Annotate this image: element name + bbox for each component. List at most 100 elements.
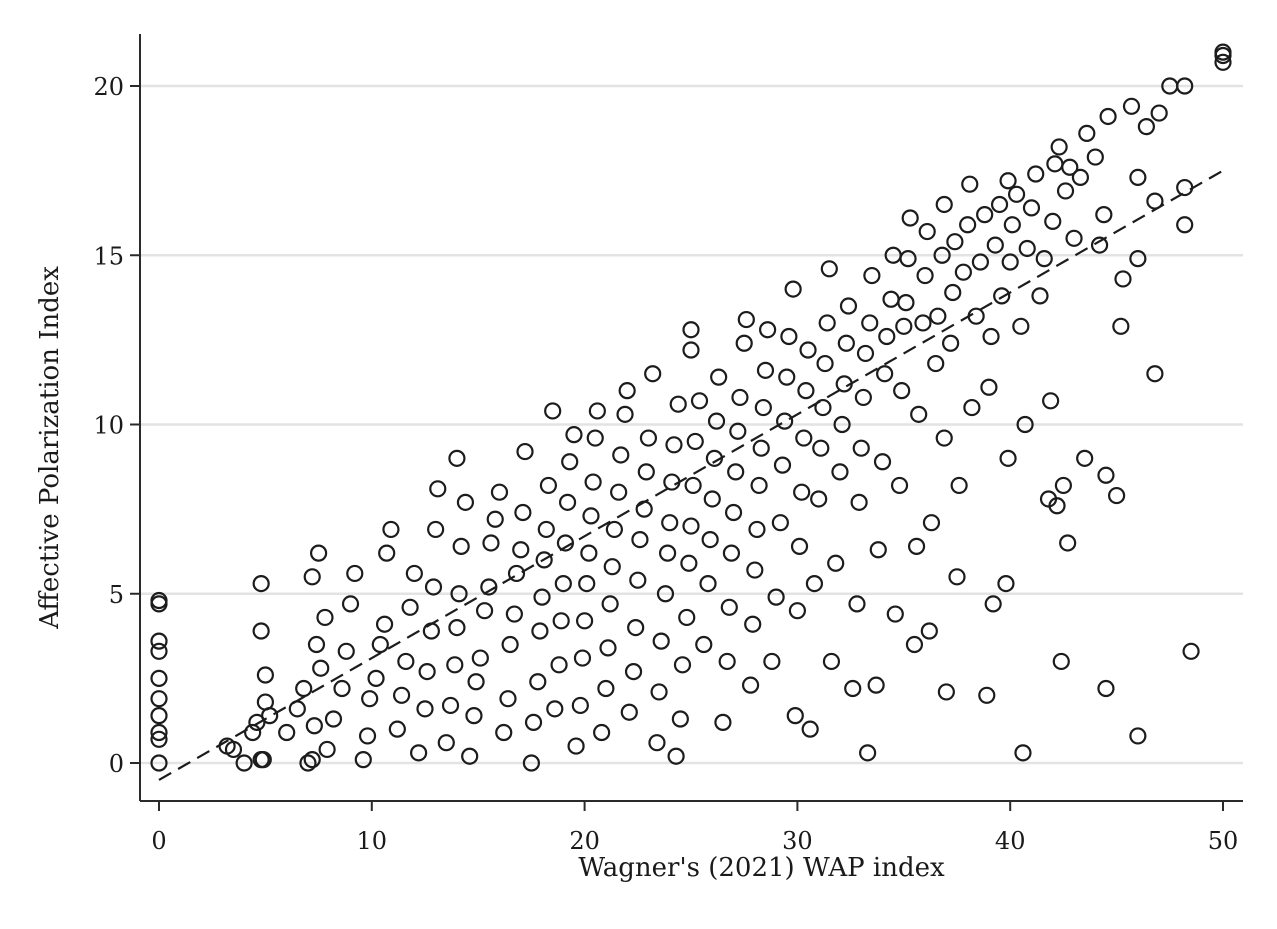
scatter-point xyxy=(388,720,406,738)
scatter-point xyxy=(605,520,623,539)
scatter-point xyxy=(516,442,534,461)
scatter-point xyxy=(937,683,955,701)
scatter-point xyxy=(616,405,634,423)
scatter-point xyxy=(427,520,445,539)
scatter-point xyxy=(835,375,853,393)
scatter-point xyxy=(1076,449,1094,467)
scatter-point xyxy=(916,266,934,285)
scatter-point xyxy=(1031,287,1049,305)
scatter-point xyxy=(735,334,753,352)
scatter-point xyxy=(588,402,606,420)
scatter-point xyxy=(1146,192,1164,210)
scatter-point xyxy=(784,280,802,298)
scatter-point xyxy=(337,642,355,660)
scatter-point xyxy=(244,723,262,742)
scatter-point xyxy=(1052,652,1070,671)
scatter-point xyxy=(1146,365,1164,383)
scatter-point xyxy=(801,720,819,738)
scatter-point xyxy=(150,707,168,725)
scatter-point xyxy=(658,544,677,562)
scatter-point xyxy=(533,588,551,606)
scatter-point xyxy=(567,737,585,755)
scatter-point xyxy=(816,354,834,373)
scatter-point xyxy=(724,503,743,522)
scatter-point xyxy=(980,378,998,396)
scatter-point xyxy=(486,510,504,528)
scatter-point xyxy=(922,514,941,532)
scatter-point xyxy=(720,598,738,616)
scatter-point xyxy=(392,686,411,704)
y-axis-title: Affective Polarization Index xyxy=(35,266,65,630)
scatter-point xyxy=(856,344,875,363)
scatter-point xyxy=(635,500,653,518)
scatter-point xyxy=(673,656,692,674)
scatter-point xyxy=(316,608,334,627)
scatter-point xyxy=(441,696,460,715)
scatter-point xyxy=(935,195,953,214)
scatter-point xyxy=(895,317,913,335)
scatter-point xyxy=(612,446,630,464)
scatter-point xyxy=(999,172,1017,190)
scatter-point xyxy=(1176,77,1194,95)
scatter-point xyxy=(684,476,702,495)
scatter-point xyxy=(405,564,423,583)
scatter-point xyxy=(418,663,436,681)
scatter-point xyxy=(788,602,807,620)
scatter-point xyxy=(599,639,617,657)
scatter-point xyxy=(695,635,713,654)
scatter-point xyxy=(905,635,924,654)
scatter-point xyxy=(620,703,638,721)
scatter-point xyxy=(1112,317,1130,335)
scatter-point xyxy=(954,263,972,281)
scatter-point xyxy=(771,514,789,532)
scatter-point xyxy=(878,327,896,346)
scatter-point xyxy=(410,744,428,762)
scatter-point xyxy=(810,490,828,508)
scatter-point xyxy=(375,615,394,633)
scatter-point xyxy=(305,717,323,735)
scatter-point xyxy=(820,260,838,278)
scatter-point xyxy=(1042,392,1060,410)
scatter-point xyxy=(1097,679,1115,698)
scatter-point xyxy=(652,632,670,650)
scatter-point xyxy=(495,723,513,742)
scatter-point xyxy=(935,429,953,447)
scatter-point xyxy=(910,405,928,423)
fit-line xyxy=(158,169,1224,781)
scatter-point xyxy=(718,652,736,671)
scatter-point xyxy=(535,551,553,569)
scatter-point xyxy=(984,595,1002,613)
scatter-point xyxy=(150,723,168,742)
scatter-point xyxy=(737,310,755,329)
scatter-point xyxy=(448,618,466,637)
scatter-point xyxy=(546,700,564,718)
x-tick-label: 10 xyxy=(357,827,388,855)
scatter-point xyxy=(873,453,892,471)
scatter-point xyxy=(475,602,494,620)
scatter-point xyxy=(863,266,881,285)
scatter-point xyxy=(631,530,649,549)
scatter-point xyxy=(150,730,168,748)
scatter-point xyxy=(671,710,689,728)
scatter-point xyxy=(918,222,936,241)
scatter-point xyxy=(780,327,798,346)
scatter-point xyxy=(656,585,675,603)
scatter-point xyxy=(848,595,866,613)
scatter-point xyxy=(961,175,979,193)
scatter-point xyxy=(722,544,741,562)
scatter-point xyxy=(665,436,683,454)
scatter-point xyxy=(776,412,794,430)
scatter-point xyxy=(897,294,915,312)
scatter-point xyxy=(490,483,509,501)
scatter-point xyxy=(1086,148,1104,166)
scatter-point xyxy=(682,341,700,359)
scatter-point xyxy=(1099,107,1117,126)
scatter-point xyxy=(669,395,687,413)
scatter-point xyxy=(893,382,911,400)
scatter-point xyxy=(544,402,562,420)
scatter-point xyxy=(252,574,270,593)
scatter-point xyxy=(397,652,415,671)
scatter-point xyxy=(437,734,455,752)
scatter-point xyxy=(580,544,598,562)
scatter-point xyxy=(982,327,1000,346)
